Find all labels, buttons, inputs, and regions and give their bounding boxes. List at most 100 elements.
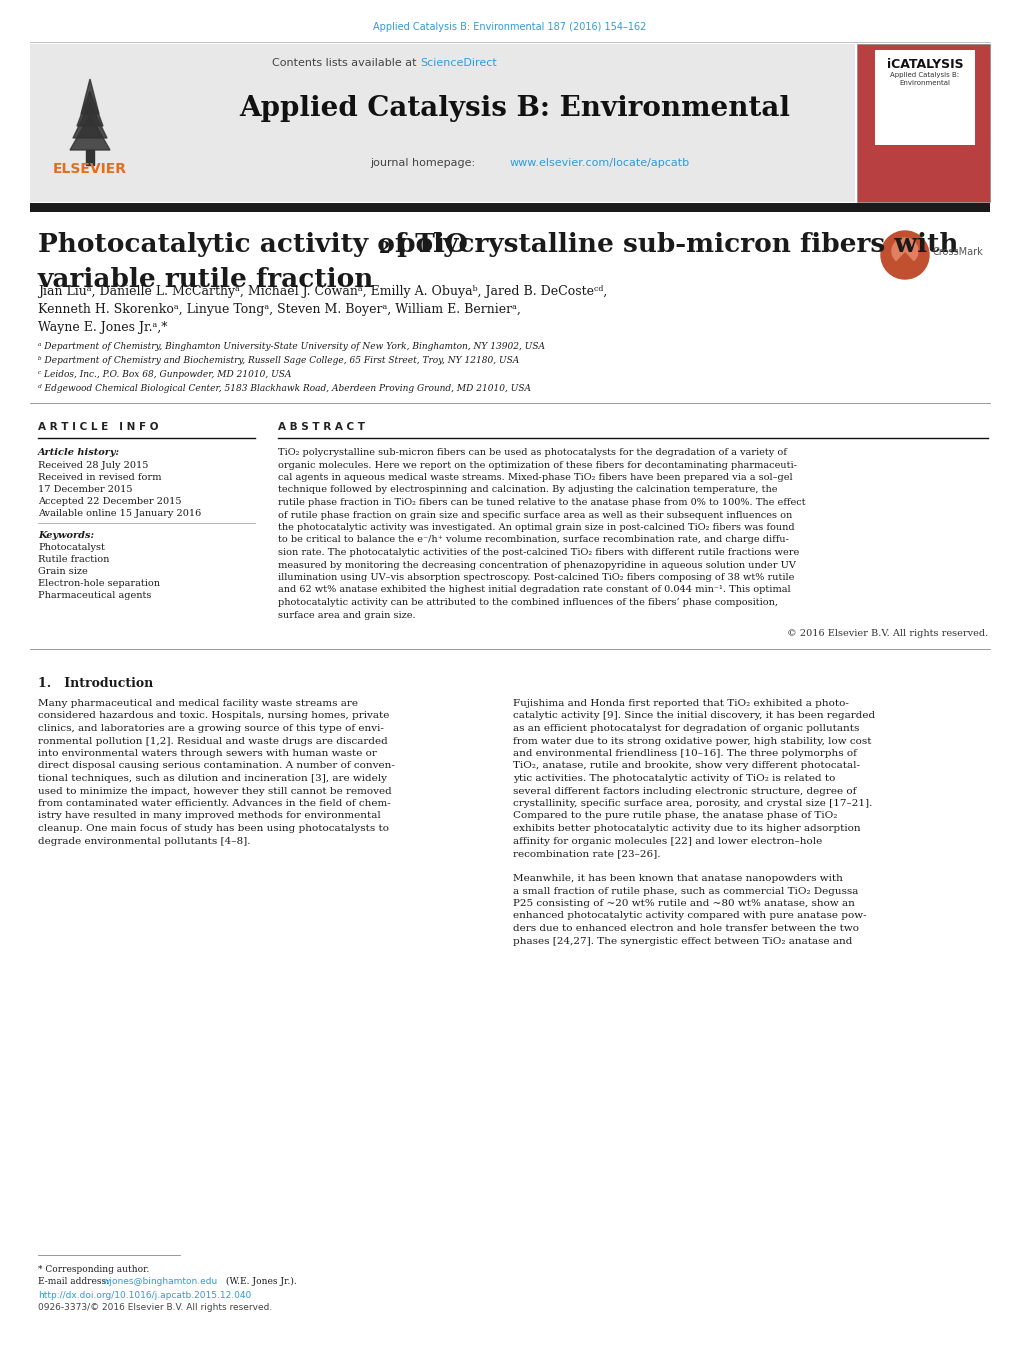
Text: variable rutile fraction: variable rutile fraction (38, 267, 374, 292)
Text: Rutile fraction: Rutile fraction (38, 555, 109, 563)
Text: istry have resulted in many improved methods for environmental: istry have resulted in many improved met… (38, 812, 380, 820)
Polygon shape (73, 103, 107, 138)
Text: catalytic activity [9]. Since the initial discovery, it has been regarded: catalytic activity [9]. Since the initia… (513, 712, 874, 720)
Text: 17 December 2015: 17 December 2015 (38, 485, 132, 494)
Text: Contents lists available at: Contents lists available at (272, 58, 420, 68)
Text: and environmental friendliness [10–16]. The three polymorphs of: and environmental friendliness [10–16]. … (513, 748, 856, 758)
Text: the photocatalytic activity was investigated. An optimal grain size in post-calc: the photocatalytic activity was investig… (278, 523, 794, 532)
Bar (30, 45, 175, 203)
Bar (175, 45, 854, 203)
Text: Received 28 July 2015: Received 28 July 2015 (38, 461, 148, 470)
Text: Wayne E. Jones Jr.ᵃ,*: Wayne E. Jones Jr.ᵃ,* (38, 322, 167, 334)
Text: journal homepage:: journal homepage: (370, 158, 478, 168)
Text: Grain size: Grain size (38, 567, 88, 576)
Text: from water due to its strong oxidative power, high stability, low cost: from water due to its strong oxidative p… (513, 736, 870, 746)
Text: ders due to enhanced electron and hole transfer between the two: ders due to enhanced electron and hole t… (513, 924, 858, 934)
Bar (856, 45, 989, 203)
Text: E-mail address:: E-mail address: (38, 1277, 112, 1286)
Text: www.elsevier.com/locate/apcatb: www.elsevier.com/locate/apcatb (510, 158, 690, 168)
Text: Many pharmaceutical and medical facility waste streams are: Many pharmaceutical and medical facility… (38, 698, 358, 708)
Text: cal agents in aqueous medical waste streams. Mixed-phase TiO₂ fibers have been p: cal agents in aqueous medical waste stre… (278, 473, 792, 482)
Polygon shape (76, 91, 103, 126)
Circle shape (880, 231, 928, 280)
Text: polycrystalline sub-micron fibers with: polycrystalline sub-micron fibers with (387, 232, 958, 257)
Text: as an efficient photocatalyst for degradation of organic pollutants: as an efficient photocatalyst for degrad… (513, 724, 859, 734)
Text: tional techniques, such as dilution and incineration [3], are widely: tional techniques, such as dilution and … (38, 774, 386, 784)
Text: 0926-3373/© 2016 Elsevier B.V. All rights reserved.: 0926-3373/© 2016 Elsevier B.V. All right… (38, 1302, 272, 1312)
Text: (W.E. Jones Jr.).: (W.E. Jones Jr.). (223, 1277, 297, 1286)
Polygon shape (81, 78, 99, 113)
Text: direct disposal causing serious contamination. A number of conven-: direct disposal causing serious contamin… (38, 762, 394, 770)
Text: Applied Catalysis B: Environmental 187 (2016) 154–162: Applied Catalysis B: Environmental 187 (… (373, 22, 646, 32)
Text: Compared to the pure rutile phase, the anatase phase of TiO₂: Compared to the pure rutile phase, the a… (513, 812, 837, 820)
Text: TiO₂, anatase, rutile and brookite, show very different photocatal-: TiO₂, anatase, rutile and brookite, show… (513, 762, 859, 770)
Text: © 2016 Elsevier B.V. All rights reserved.: © 2016 Elsevier B.V. All rights reserved… (786, 630, 987, 638)
Text: clinics, and laboratories are a growing source of this type of envi-: clinics, and laboratories are a growing … (38, 724, 383, 734)
Polygon shape (86, 150, 94, 165)
Text: Meanwhile, it has been known that anatase nanopowders with: Meanwhile, it has been known that anatas… (513, 874, 842, 884)
Text: exhibits better photocatalytic activity due to its higher adsorption: exhibits better photocatalytic activity … (513, 824, 860, 834)
Polygon shape (70, 115, 110, 150)
Polygon shape (892, 253, 917, 267)
Text: Pharmaceutical agents: Pharmaceutical agents (38, 590, 151, 600)
Text: ᵃ Department of Chemistry, Binghamton University-State University of New York, B: ᵃ Department of Chemistry, Binghamton Un… (38, 342, 544, 351)
Text: recombination rate [23–26].: recombination rate [23–26]. (513, 848, 660, 858)
Text: A R T I C L E   I N F O: A R T I C L E I N F O (38, 422, 158, 432)
Text: enhanced photocatalytic activity compared with pure anatase pow-: enhanced photocatalytic activity compare… (513, 912, 866, 920)
Text: considered hazardous and toxic. Hospitals, nursing homes, private: considered hazardous and toxic. Hospital… (38, 712, 389, 720)
Text: used to minimize the impact, however they still cannot be removed: used to minimize the impact, however the… (38, 786, 391, 796)
Text: crystallinity, specific surface area, porosity, and crystal size [17–21].: crystallinity, specific surface area, po… (513, 798, 871, 808)
Text: 1.   Introduction: 1. Introduction (38, 677, 153, 690)
Text: * Corresponding author.: * Corresponding author. (38, 1265, 149, 1274)
Text: P25 consisting of ~20 wt% rutile and ~80 wt% anatase, show an: P25 consisting of ~20 wt% rutile and ~80… (513, 898, 854, 908)
Text: Environmental: Environmental (899, 80, 950, 86)
Bar (30, 203, 989, 212)
Text: Accepted 22 December 2015: Accepted 22 December 2015 (38, 497, 181, 507)
Bar (874, 50, 974, 145)
Text: Applied Catalysis B: Environmental: Applied Catalysis B: Environmental (239, 95, 790, 122)
Text: Available online 15 January 2016: Available online 15 January 2016 (38, 509, 201, 517)
Text: surface area and grain size.: surface area and grain size. (278, 611, 415, 620)
Text: measured by monitoring the decreasing concentration of phenazopyridine in aqueou: measured by monitoring the decreasing co… (278, 561, 795, 570)
Text: illumination using UV–vis absorption spectroscopy. Post-calcined TiO₂ fibers com: illumination using UV–vis absorption spe… (278, 573, 794, 582)
Text: ᵈ Edgewood Chemical Biological Center, 5183 Blackhawk Road, Aberdeen Proving Gro: ᵈ Edgewood Chemical Biological Center, 5… (38, 384, 531, 393)
Text: and 62 wt% anatase exhibited the highest initial degradation rate constant of 0.: and 62 wt% anatase exhibited the highest… (278, 585, 790, 594)
Text: TiO₂ polycrystalline sub-micron fibers can be used as photocatalysts for the deg: TiO₂ polycrystalline sub-micron fibers c… (278, 449, 786, 457)
Text: ytic activities. The photocatalytic activity of TiO₂ is related to: ytic activities. The photocatalytic acti… (513, 774, 835, 784)
Text: Electron-hole separation: Electron-hole separation (38, 580, 160, 588)
Text: organic molecules. Here we report on the optimization of these fibers for decont: organic molecules. Here we report on the… (278, 461, 796, 470)
Text: Keywords:: Keywords: (38, 531, 94, 540)
Text: phases [24,27]. The synergistic effect between TiO₂ anatase and: phases [24,27]. The synergistic effect b… (513, 936, 852, 946)
Text: iCATALYSIS: iCATALYSIS (886, 58, 962, 72)
Text: several different factors including electronic structure, degree of: several different factors including elec… (513, 786, 856, 796)
Text: sion rate. The photocatalytic activities of the post-calcined TiO₂ fibers with d: sion rate. The photocatalytic activities… (278, 549, 799, 557)
Text: into environmental waters through sewers with human waste or: into environmental waters through sewers… (38, 748, 376, 758)
Text: 2: 2 (379, 240, 390, 257)
Text: a small fraction of rutile phase, such as commercial TiO₂ Degussa: a small fraction of rutile phase, such a… (513, 886, 858, 896)
Text: Jian Liuᵃ, Danielle L. McCarthyᵃ, Michael J. Cowanᵃ, Emilly A. Obuyaᵇ, Jared B. : Jian Liuᵃ, Danielle L. McCarthyᵃ, Michae… (38, 285, 606, 299)
Text: Received in revised form: Received in revised form (38, 473, 161, 482)
Text: ronmental pollution [1,2]. Residual and waste drugs are discarded: ronmental pollution [1,2]. Residual and … (38, 736, 387, 746)
Text: affinity for organic molecules [22] and lower electron–hole: affinity for organic molecules [22] and … (513, 836, 821, 846)
Text: cleanup. One main focus of study has been using photocatalysts to: cleanup. One main focus of study has bee… (38, 824, 388, 834)
Text: Photocatalyst: Photocatalyst (38, 543, 105, 553)
Text: A B S T R A C T: A B S T R A C T (278, 422, 365, 432)
Text: Applied Catalysis B:: Applied Catalysis B: (890, 72, 959, 78)
Text: rutile phase fraction in TiO₂ fibers can be tuned relative to the anatase phase : rutile phase fraction in TiO₂ fibers can… (278, 499, 805, 507)
Text: Kenneth H. Skorenkoᵃ, Linyue Tongᵃ, Steven M. Boyerᵃ, William E. Bernierᵃ,: Kenneth H. Skorenkoᵃ, Linyue Tongᵃ, Stev… (38, 303, 521, 316)
Text: Photocatalytic activity of TiO: Photocatalytic activity of TiO (38, 232, 468, 257)
Circle shape (892, 238, 917, 263)
Text: CrossMark: CrossMark (932, 247, 982, 257)
Text: ScienceDirect: ScienceDirect (420, 58, 496, 68)
Text: of rutile phase fraction on grain size and specific surface area as well as thei: of rutile phase fraction on grain size a… (278, 511, 792, 520)
Text: ELSEVIER: ELSEVIER (53, 162, 127, 176)
Text: degrade environmental pollutants [4–8].: degrade environmental pollutants [4–8]. (38, 836, 251, 846)
Text: photocatalytic activity can be attributed to the combined influences of the fibe: photocatalytic activity can be attribute… (278, 598, 777, 607)
Text: wjones@binghamton.edu: wjones@binghamton.edu (103, 1277, 218, 1286)
Text: http://dx.doi.org/10.1016/j.apcatb.2015.12.040: http://dx.doi.org/10.1016/j.apcatb.2015.… (38, 1292, 251, 1300)
Text: ᵇ Department of Chemistry and Biochemistry, Russell Sage College, 65 First Stree: ᵇ Department of Chemistry and Biochemist… (38, 357, 519, 365)
Text: from contaminated water efficiently. Advances in the field of chem-: from contaminated water efficiently. Adv… (38, 798, 390, 808)
Text: Fujishima and Honda first reported that TiO₂ exhibited a photo-: Fujishima and Honda first reported that … (513, 698, 848, 708)
Text: technique followed by electrospinning and calcination. By adjusting the calcinat: technique followed by electrospinning an… (278, 485, 776, 494)
Text: ᶜ Leidos, Inc., P.O. Box 68, Gunpowder, MD 21010, USA: ᶜ Leidos, Inc., P.O. Box 68, Gunpowder, … (38, 370, 291, 380)
